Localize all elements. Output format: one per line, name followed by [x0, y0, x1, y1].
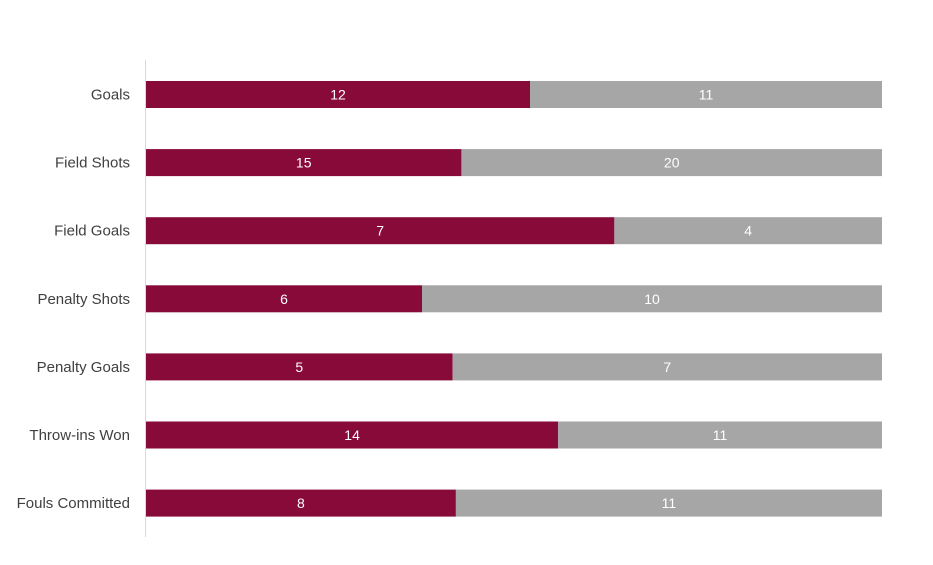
data-label: 14 — [344, 427, 360, 443]
data-label: 6 — [280, 291, 288, 307]
category-label: Penalty Goals — [37, 359, 130, 376]
data-label: 7 — [663, 359, 671, 375]
data-label: 10 — [644, 291, 660, 307]
data-label: 11 — [699, 87, 714, 103]
bar-segment-series-2 — [614, 217, 882, 245]
bar-segment-series-1 — [146, 489, 456, 517]
category-label: Throw-ins Won — [29, 427, 130, 444]
data-label: 5 — [295, 359, 303, 375]
bar-segment-series-2 — [558, 421, 882, 449]
bar-segment-series-2 — [422, 285, 882, 313]
bar-segment-series-1 — [146, 217, 615, 245]
bar-segment-series-1 — [146, 353, 453, 381]
bar-segment-series-1 — [146, 285, 422, 313]
bar-segment-series-2 — [455, 489, 882, 517]
category-label: Penalty Shots — [37, 291, 130, 308]
data-label: 15 — [296, 155, 312, 171]
bar-segment-series-1 — [146, 81, 530, 108]
bar-segment-series-1 — [146, 421, 559, 449]
data-label: 12 — [330, 87, 346, 103]
bar-segment-series-2 — [530, 81, 882, 108]
bar-segment-series-1 — [146, 149, 462, 177]
data-label: 11 — [713, 427, 728, 443]
data-label: 11 — [662, 495, 677, 511]
data-label: 7 — [376, 223, 384, 239]
bar-segment-series-2 — [461, 149, 882, 177]
data-label: 4 — [744, 223, 752, 239]
bar-segment-series-2 — [452, 353, 882, 381]
category-label: Field Shots — [55, 155, 130, 172]
category-label: Goals — [91, 87, 130, 104]
data-label: 8 — [297, 495, 305, 511]
category-label: Field Goals — [54, 223, 130, 240]
data-label: 20 — [664, 155, 680, 171]
category-label: Fouls Committed — [17, 495, 130, 512]
